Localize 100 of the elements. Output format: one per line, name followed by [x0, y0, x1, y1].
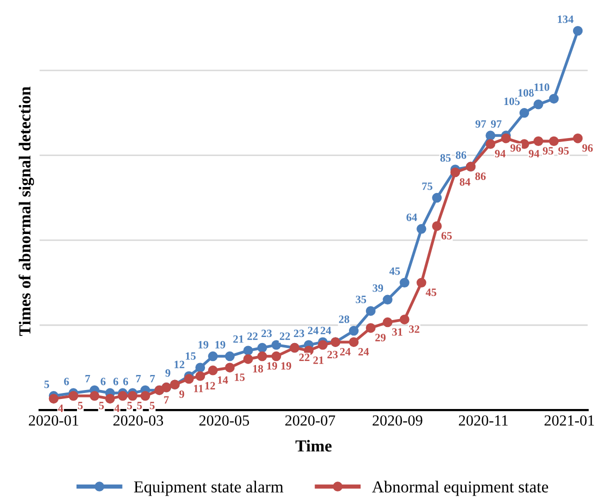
point: [432, 221, 442, 231]
data-label: 23: [294, 330, 304, 338]
data-label: 19: [198, 340, 208, 348]
point: [382, 294, 392, 305]
point: [450, 167, 460, 178]
x-tick-label: 2020-01: [28, 415, 78, 426]
data-label: 6: [113, 378, 118, 386]
data-label: 86: [456, 151, 466, 159]
data-label: 6: [100, 378, 106, 386]
point: [184, 374, 194, 384]
data-label: 21: [233, 335, 244, 343]
x-axis-title: Time: [296, 440, 332, 452]
x-tick-label: 2020-11: [458, 415, 508, 426]
point: [382, 317, 392, 328]
data-label: 85: [440, 154, 451, 162]
data-label: 15: [186, 352, 196, 360]
point: [348, 326, 359, 336]
point: [48, 394, 59, 404]
point: [271, 351, 282, 362]
data-label: 7: [85, 375, 90, 382]
point: [90, 391, 100, 401]
data-label: 12: [174, 360, 184, 368]
point: [195, 362, 206, 372]
data-label: 86: [475, 172, 486, 180]
data-label: 94: [494, 150, 506, 158]
data-label: 110: [534, 83, 550, 91]
point: [366, 306, 376, 316]
data-label: 29: [375, 334, 386, 342]
x-tick-label: 2021-01: [544, 415, 594, 426]
data-label: 24: [320, 326, 332, 334]
point: [271, 340, 282, 350]
point: [224, 362, 235, 372]
point: [105, 394, 115, 404]
data-label: 22: [247, 332, 258, 340]
point: [224, 351, 235, 362]
point: [400, 278, 410, 288]
data-label: 65: [441, 232, 452, 240]
point: [243, 354, 253, 364]
data-label: 24: [340, 348, 351, 356]
point: [486, 139, 496, 149]
data-label: 12: [205, 382, 216, 390]
legend-label: Equipment state alarm: [134, 480, 284, 496]
point: [501, 133, 511, 144]
point: [118, 391, 128, 401]
data-label: 95: [558, 147, 569, 155]
data-label: 108: [518, 89, 534, 97]
point: [208, 351, 218, 362]
point: [534, 100, 544, 110]
data-label: 35: [356, 296, 366, 304]
point: [519, 108, 530, 118]
point: [243, 346, 253, 356]
data-label: 97: [490, 120, 502, 128]
data-label: 32: [409, 325, 420, 333]
data-label: 15: [234, 374, 245, 381]
data-label: 96: [582, 144, 593, 152]
data-label: 24: [358, 348, 369, 356]
data-label: 6: [123, 378, 128, 386]
data-label: 84: [460, 178, 470, 186]
data-label: 9: [179, 390, 184, 398]
point: [257, 351, 268, 362]
point: [486, 130, 496, 140]
data-label: 6: [64, 378, 69, 386]
point: [572, 26, 583, 36]
point: [549, 94, 559, 104]
data-label: 134: [558, 16, 574, 24]
point: [318, 340, 328, 350]
point: [534, 136, 544, 146]
point: [348, 337, 359, 347]
x-tick-label: 2020-09: [372, 415, 422, 426]
point: [257, 342, 268, 353]
data-label: 23: [327, 350, 338, 358]
data-label: 19: [215, 340, 226, 348]
data-label: 45: [389, 267, 400, 275]
point: [416, 278, 426, 288]
data-label: 94: [528, 150, 540, 158]
data-label: 39: [372, 284, 384, 292]
data-label: 24: [308, 326, 318, 334]
y-axis-title: Times of abnormal signal detection: [18, 86, 34, 336]
legend-label: Abnormal equipment state: [372, 480, 548, 496]
point: [572, 133, 583, 144]
point: [416, 224, 426, 234]
data-label: 19: [267, 362, 278, 370]
data-label: 95: [542, 147, 554, 155]
data-label: 11: [194, 384, 204, 392]
data-label: 22: [280, 332, 290, 340]
data-label: 5: [137, 402, 142, 410]
data-label: 97: [475, 120, 486, 128]
point: [208, 366, 218, 376]
data-label: 4: [58, 404, 64, 412]
data-label: 5: [78, 402, 83, 410]
data-label: 7: [164, 396, 169, 404]
point: [140, 391, 150, 401]
x-tick-label: 2020-07: [285, 415, 336, 426]
data-label: 96: [510, 144, 521, 152]
point: [549, 136, 559, 146]
point: [68, 391, 78, 401]
point: [366, 323, 376, 333]
point: [432, 192, 442, 203]
data-label: 23: [261, 330, 272, 338]
data-label: 5: [150, 402, 155, 410]
